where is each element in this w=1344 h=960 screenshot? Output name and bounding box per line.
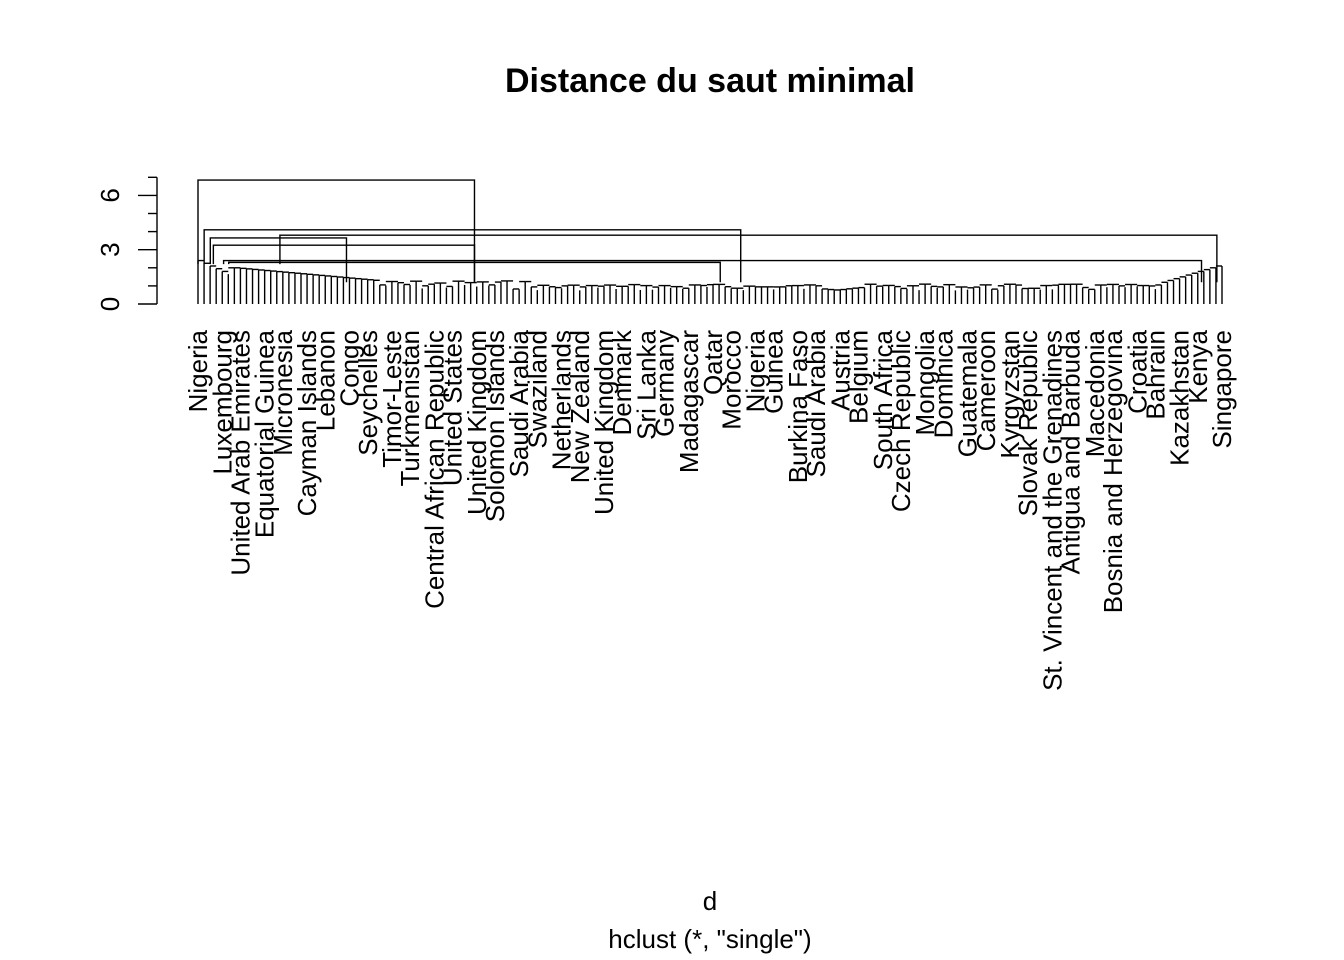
leaf-label: Sri Lanka xyxy=(631,329,661,439)
y-tick-label: 0 xyxy=(95,297,125,311)
leaf-label: Nigeria xyxy=(741,329,771,412)
leaf-label: United States xyxy=(438,330,468,486)
leaf-label: Lebanon xyxy=(310,330,340,431)
leaf-label: Kazakhstan xyxy=(1165,330,1195,466)
sub-label: hclust (*, "single") xyxy=(608,924,811,954)
leaf-label: Madagascar xyxy=(674,330,704,473)
leaf-label: Austria xyxy=(825,329,855,410)
leaf-label: Dominica xyxy=(928,329,958,438)
leaf-label: Turkmenistan xyxy=(395,330,425,487)
leaf-label: Solomon Islands xyxy=(480,330,510,522)
leaf-label: Timor-Leste xyxy=(377,330,407,468)
leaf-label: Saudi Arabia xyxy=(504,329,534,477)
dendrogram-tree xyxy=(197,179,1223,304)
leaf-label: Congo xyxy=(335,330,365,407)
leaf-label: Kyrgyzstan xyxy=(995,330,1025,459)
leaf-label: Kenya xyxy=(1183,329,1213,403)
leaf-label: Croatia xyxy=(1122,329,1152,413)
leaf-label: New Zealand xyxy=(565,330,595,483)
leaf-label: Czech Republic xyxy=(886,330,916,512)
leaf-label: Denmark xyxy=(607,329,637,435)
leaf-label: Burkina Faso xyxy=(783,330,813,483)
leaf-label: Guatemala xyxy=(953,329,983,457)
leaf-label: Cameroon xyxy=(971,330,1001,451)
dendrogram-merge-node xyxy=(228,261,721,283)
leaf-label: Belgium xyxy=(844,330,874,424)
leaf-label: United Kingdom xyxy=(462,330,492,515)
leaf-label: Swaziland xyxy=(522,330,552,449)
leaf-label: Mongolia xyxy=(910,329,940,435)
leaf-label: Slovak Republic xyxy=(1013,330,1043,516)
leaf-label: Bosnia and Herzegovina xyxy=(1098,329,1128,613)
leaf-label: Singapore xyxy=(1207,330,1237,449)
leaf-label: Antigua and Barbuda xyxy=(1056,329,1086,574)
leaf-label: Netherlands xyxy=(547,330,577,470)
leaf-label: Central African Republic xyxy=(419,330,449,609)
leaf-label: Qatar xyxy=(698,330,728,395)
dendrogram-merge-node xyxy=(212,244,476,283)
dendrogram-merge-node xyxy=(222,259,1203,283)
y-axis: 0 3 6 xyxy=(95,176,158,311)
y-tick-label: 3 xyxy=(95,242,125,256)
leaf-label: Nigeria xyxy=(183,329,213,412)
chart-title: Distance du saut minimal xyxy=(505,62,915,100)
leaf-label: Equatorial Guinea xyxy=(250,329,280,538)
y-tick-label: 6 xyxy=(95,188,125,202)
leaf-label: Bahrain xyxy=(1140,330,1170,420)
dendrogram-merge-node xyxy=(197,179,476,283)
leaf-label: Luxembourg xyxy=(207,330,237,475)
leaf-label: St. Vincent and the Grenadines xyxy=(1037,330,1067,691)
leaf-label: United Arab Emirates xyxy=(226,330,256,576)
leaf-label: South Africa xyxy=(868,329,898,470)
x-axis-label: d xyxy=(703,886,717,916)
leaf-label: Micronesia xyxy=(268,329,298,455)
leaf-label: Cayman Islands xyxy=(292,330,322,516)
leaf-label: Morocco xyxy=(716,330,746,430)
leaf-label: United Kingdom xyxy=(589,330,619,515)
leaf-label: Seychelles xyxy=(353,330,383,456)
leaf-label: Macedonia xyxy=(1080,329,1110,457)
leaf-label: Saudi Arabia xyxy=(801,329,831,477)
dendrogram-merge-node xyxy=(279,234,1218,283)
dendrogram-merge-node xyxy=(203,229,742,283)
leaf-label: Guinea xyxy=(759,329,789,413)
leaf-label: Germany xyxy=(650,330,680,437)
